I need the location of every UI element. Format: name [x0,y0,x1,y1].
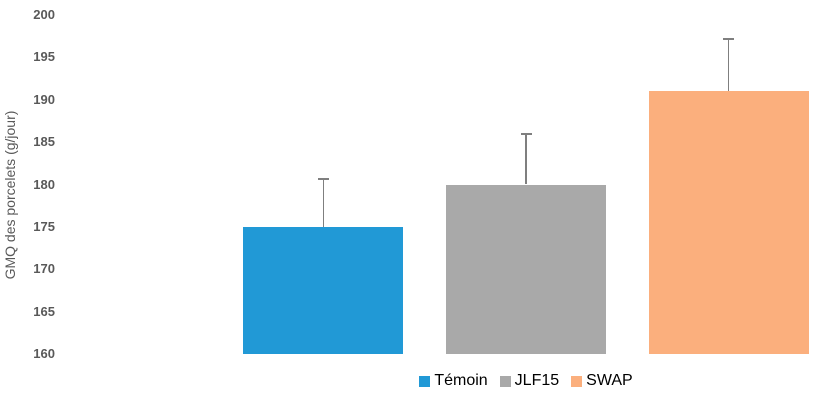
legend-label-jlf15: JLF15 [514,372,560,389]
error-bar-cap-jlf15 [520,132,532,135]
bar-temoin [243,226,404,354]
error-bar-jlf15 [525,133,527,185]
legend-item-jlf15: JLF15 [499,372,560,390]
bar-jlf15 [446,184,606,354]
legend-swatch-swap [571,375,583,387]
y-tick-label: 160 [33,346,55,361]
error-bar-cap-temoin [317,178,329,181]
legend-item-temoin: Témoin [419,372,488,390]
legend: Témoin JLF15 SWAP [222,372,820,390]
y-tick-label: 175 [33,218,55,234]
error-bar-temoin [322,179,325,227]
y-tick-label: 180 [33,176,55,192]
bar-swap [648,91,809,354]
legend-item-swap: SWAP [571,372,633,390]
y-tick-label: 185 [33,134,55,150]
legend-swatch-temoin [419,375,431,387]
error-bar-cap-swap [723,37,735,40]
legend-swatch-jlf15 [499,375,511,387]
legend-label-temoin: Témoin [434,372,488,389]
y-tick-label: 165 [33,303,55,319]
y-tick-label: 190 [33,91,55,107]
y-tick-label: 200 [33,7,55,22]
legend-label-swap: SWAP [586,372,633,389]
error-bar-swap [727,38,730,92]
y-tick-label: 170 [33,261,55,277]
y-tick-label: 195 [33,49,55,65]
